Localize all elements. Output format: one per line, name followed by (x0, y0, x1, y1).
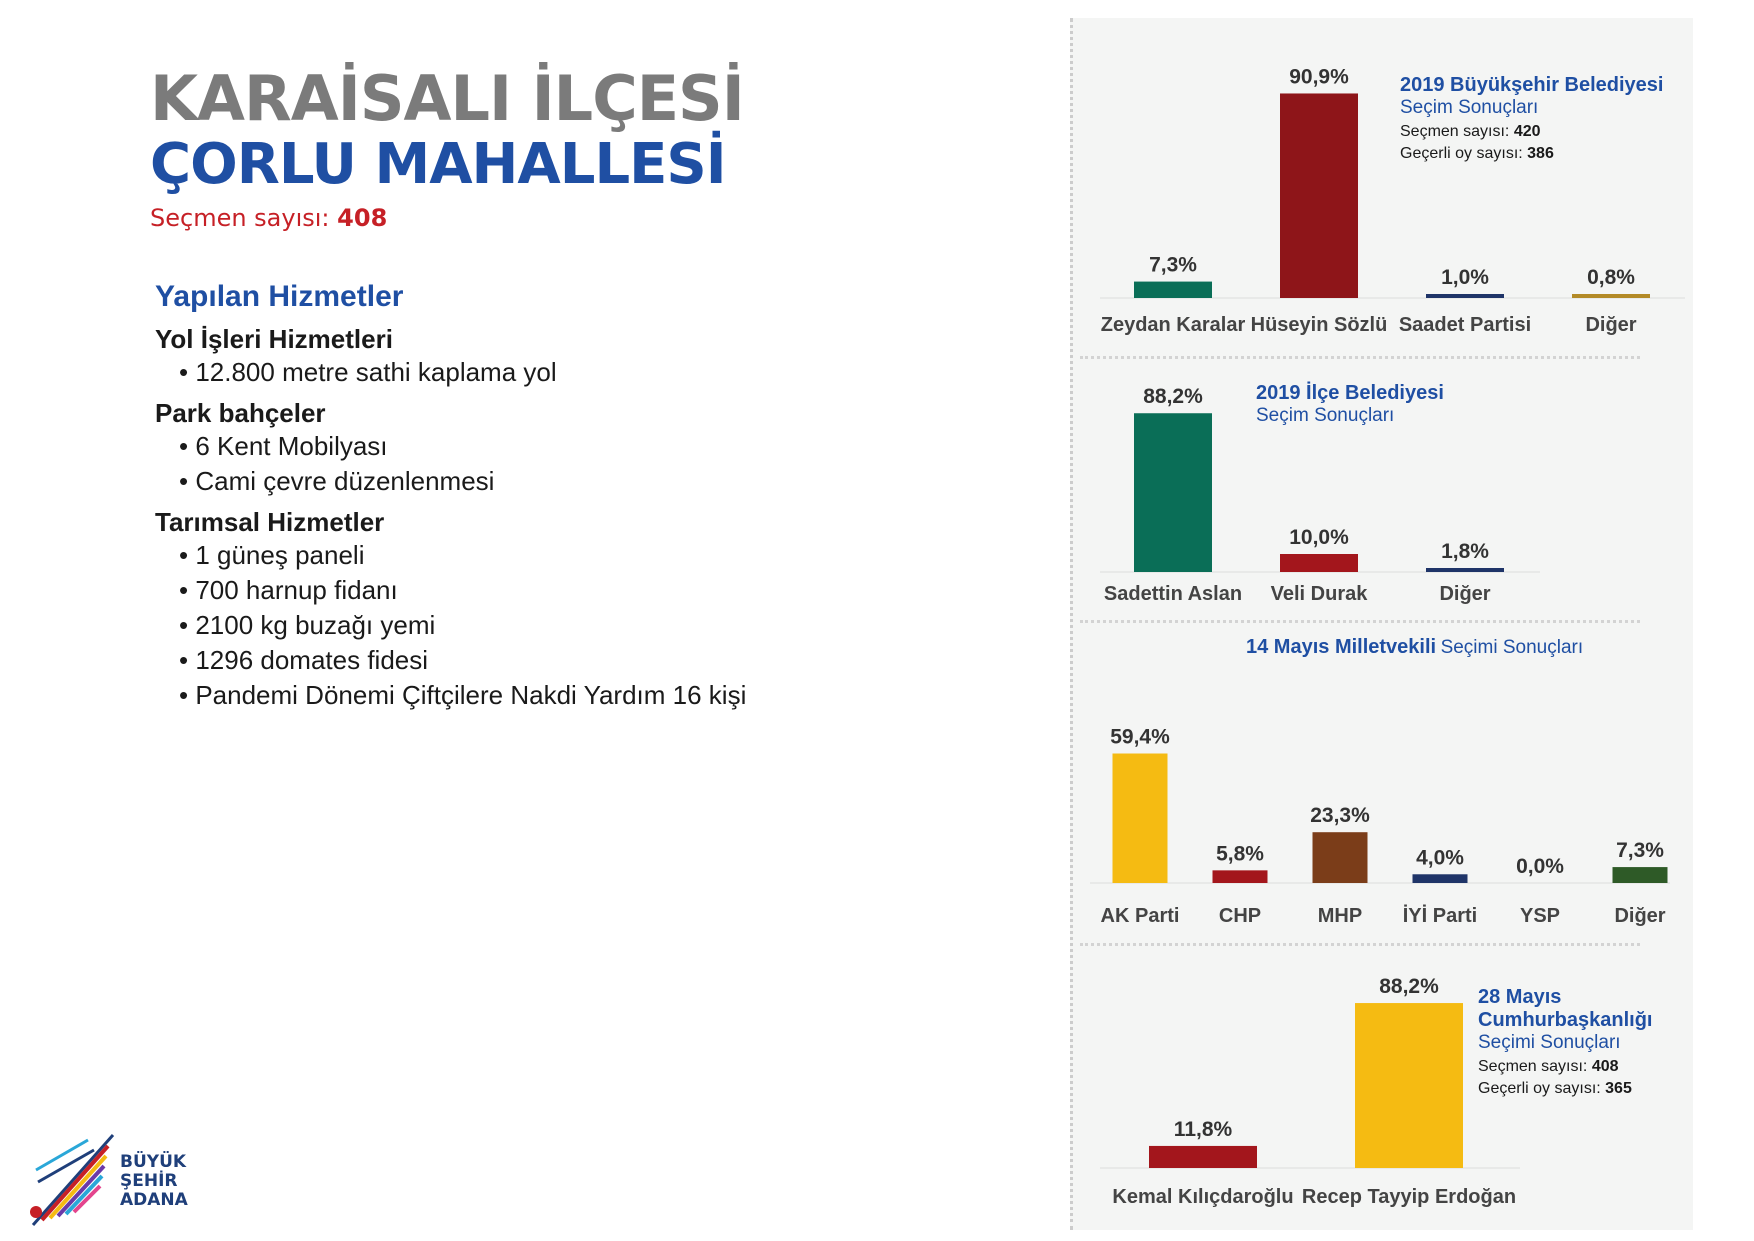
chart-4-category-label: Kemal Kılıçdaroğlu (1112, 1186, 1293, 1208)
chart-4-subtitle: Seçimi Sonuçları (1478, 1032, 1621, 1053)
service-item: Cami çevre düzenlenmesi (179, 464, 746, 499)
chart-4-data-label: 88,2% (1379, 975, 1439, 998)
logo-line-2: ŞEHİR (120, 1171, 178, 1191)
chart-1-category-label: Diğer (1585, 314, 1636, 336)
chart-3-category-label: İYİ Parti (1403, 904, 1477, 927)
chart-4-category-label: Recep Tayyip Erdoğan (1302, 1186, 1516, 1208)
chart-3-data-label: 4,0% (1416, 846, 1464, 869)
chart-4-title: 28 Mayıs Cumhurbaşkanlığı (1478, 986, 1653, 1031)
chart-4-valid-label: Geçerli oy sayısı: (1478, 1080, 1601, 1097)
chart-3-data-label: 59,4% (1110, 726, 1170, 749)
chart-4-voters: Seçmen sayısı: 408 (1478, 1058, 1668, 1076)
chart-2-bar (1280, 554, 1358, 572)
chart-2-category-label: Veli Durak (1271, 583, 1369, 605)
voter-count-value: 408 (337, 204, 388, 232)
chart-1-data-label: 1,0% (1441, 266, 1489, 289)
service-category: Tarımsal Hizmetler (155, 507, 385, 537)
chart-1-title: 2019 Büyükşehir Belediyesi (1400, 74, 1664, 96)
chart-3-category-label: MHP (1318, 905, 1362, 927)
chart-2-subtitle: Seçim Sonuçları (1256, 405, 1395, 426)
service-item: 1296 domates fidesi (179, 643, 746, 678)
chart-2-data-label: 10,0% (1289, 526, 1349, 549)
chart-3-category-label: Diğer (1614, 905, 1665, 927)
chart-1-subtitle: Seçim Sonuçları (1400, 97, 1539, 118)
chart-1-valid-votes: Geçerli oy sayısı: 386 (1400, 145, 1663, 163)
chart-1-valid-label: Geçerli oy sayısı: (1400, 145, 1523, 162)
chart-1-category-label: Zeydan Karalar (1101, 314, 1246, 336)
neighborhood-title: ÇORLU MAHALLESİ (150, 132, 727, 197)
service-item: 2100 kg buzağı yemi (179, 608, 746, 643)
chart-separator (1080, 620, 1640, 623)
voter-count-label: Seçmen sayısı: (150, 204, 330, 232)
chart-3-data-label: 23,3% (1310, 804, 1370, 827)
chart-2-category-label: Diğer (1439, 583, 1490, 605)
chart-4-valid-value: 365 (1605, 1080, 1632, 1097)
chart-1-bar (1572, 294, 1650, 298)
chart-2-data-label: 88,2% (1143, 385, 1203, 408)
chart-2-bar (1134, 413, 1212, 572)
chart-1-data-label: 0,8% (1587, 266, 1635, 289)
chart-2-bar (1426, 568, 1504, 572)
chart-4-title-block: 28 Mayıs Cumhurbaşkanlığı Seçimi Sonuçla… (1478, 986, 1668, 1098)
chart-1-voters-label: Seçmen sayısı: (1400, 123, 1510, 140)
chart-3-bar (1612, 867, 1668, 883)
chart-4-valid-votes: Geçerli oy sayısı: 365 (1478, 1080, 1668, 1098)
adana-logo-text: BÜYÜK ŞEHİR ADANA (120, 1153, 188, 1210)
chart-1-voters-value: 420 (1513, 123, 1541, 140)
chart-3-title-block: 14 Mayıs Milletvekili Seçimi Sonuçları (1246, 636, 1583, 659)
chart-3-bar (1412, 874, 1468, 883)
chart-separator (1080, 356, 1640, 359)
voter-count: Seçmen sayısı: 408 (150, 204, 387, 232)
chart-3-subtitle: Seçimi Sonuçları (1440, 637, 1584, 658)
chart-3-bar (1312, 832, 1368, 883)
chart-3-data-label: 5,8% (1216, 842, 1264, 865)
chart-1-bar (1134, 281, 1212, 298)
chart-4-data-label: 11,8% (1174, 1118, 1233, 1141)
chart-2-title: 2019 İlçe Belediyesi (1256, 382, 1444, 404)
chart-1-data-label: 90,9% (1289, 65, 1349, 88)
chart-2-category-label: Sadettin Aslan (1104, 583, 1242, 605)
service-item: 12.800 metre sathi kaplama yol (179, 355, 746, 390)
logo-line-1: BÜYÜK (120, 1152, 187, 1172)
chart-4-bar (1149, 1145, 1257, 1168)
service-category: Yol İşleri Hizmetleri (155, 324, 393, 354)
chart-1-voters: Seçmen sayısı: 420 (1400, 123, 1663, 141)
logo-line-3: ADANA (120, 1190, 188, 1210)
chart-1-data-label: 7,3% (1149, 254, 1197, 277)
service-item: 6 Kent Mobilyası (179, 429, 746, 464)
chart-separator (1080, 943, 1640, 946)
chart-1-category-label: Saadet Partisi (1399, 314, 1531, 336)
chart-3-title: 14 Mayıs Milletvekili (1246, 636, 1437, 658)
service-item: 700 harnup fidanı (179, 573, 746, 608)
chart-1-category-label: Hüseyin Sözlü (1251, 314, 1388, 336)
chart-1-bar (1280, 93, 1358, 298)
chart-3-bar (1212, 870, 1268, 883)
chart-3-category-label: CHP (1219, 905, 1261, 927)
services-heading: Yapılan Hizmetler (155, 280, 404, 313)
service-item: 1 güneş paneli (179, 538, 746, 573)
chart-3-bar (1112, 753, 1168, 883)
service-item: Pandemi Dönemi Çiftçilere Nakdi Yardım 1… (179, 678, 746, 713)
chart-2-title-block: 2019 İlçe Belediyesi Seçim Sonuçları (1256, 382, 1444, 427)
chart-3-data-label: 7,3% (1616, 839, 1664, 862)
chart-3-category-label: YSP (1520, 905, 1560, 927)
chart-2-data-label: 1,8% (1441, 540, 1489, 563)
chart-3-data-label: 0,0% (1516, 855, 1564, 878)
chart-4-bar (1355, 1003, 1463, 1168)
chart-1-bar (1426, 294, 1504, 298)
chart-4-voters-value: 408 (1591, 1058, 1619, 1075)
chart-3-category-label: AK Parti (1101, 905, 1180, 927)
chart-1-title-block: 2019 Büyükşehir Belediyesi Seçim Sonuçla… (1400, 74, 1663, 163)
chart-1-valid-value: 386 (1527, 145, 1554, 162)
adana-logo-icon (30, 1134, 115, 1226)
left-panel: KARAİSALI İLÇESİ ÇORLU MAHALLESİ Seçmen … (0, 0, 1000, 1241)
district-title: KARAİSALI İLÇESİ (150, 62, 745, 135)
services-list: Yapılan Hizmetler Yol İşleri Hizmetleri … (155, 280, 746, 713)
chart-4-voters-label: Seçmen sayısı: (1478, 1058, 1588, 1075)
service-category: Park bahçeler (155, 398, 326, 428)
